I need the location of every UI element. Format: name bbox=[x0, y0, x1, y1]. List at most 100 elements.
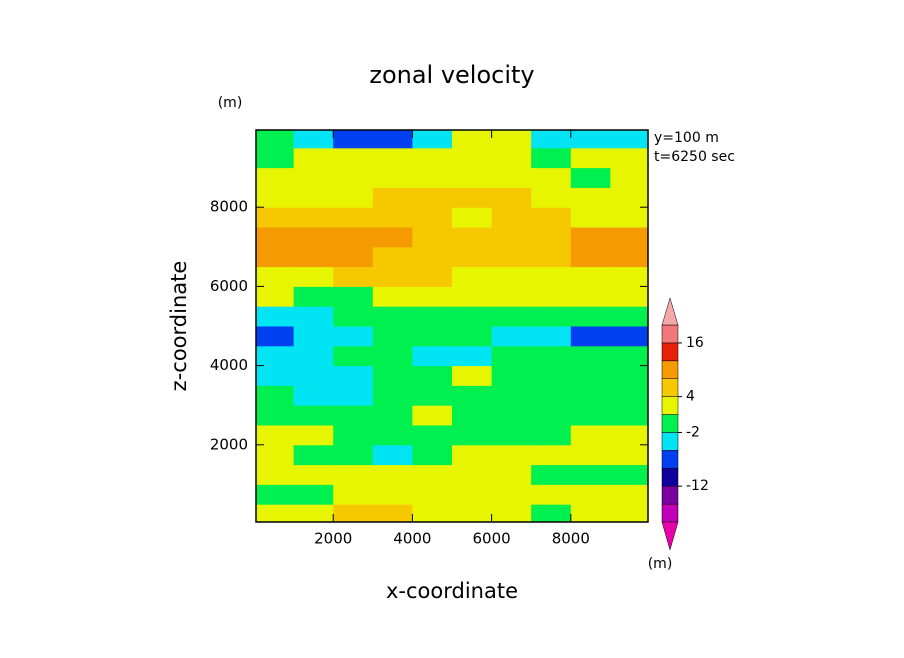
contour-cell bbox=[570, 147, 611, 169]
contour-cell bbox=[412, 266, 453, 287]
contour-cell bbox=[372, 405, 413, 426]
contour-cell bbox=[372, 147, 413, 169]
y-tick-label: 2000 bbox=[210, 435, 248, 453]
colorbar-box bbox=[661, 324, 679, 344]
x-axis-label: x-coordinate bbox=[386, 579, 518, 603]
contour-cell bbox=[570, 286, 611, 307]
contour-cell bbox=[491, 207, 532, 228]
chart-title: zonal velocity bbox=[369, 61, 534, 89]
x-tick-label: 4000 bbox=[393, 530, 431, 548]
contour-cell bbox=[256, 207, 295, 228]
contour-cell bbox=[452, 385, 493, 406]
contour-cell bbox=[570, 266, 611, 287]
contour-cell bbox=[256, 424, 295, 446]
contour-cell bbox=[531, 484, 572, 505]
contour-cell bbox=[412, 424, 453, 446]
contour-cell bbox=[452, 504, 493, 522]
contour-cell bbox=[610, 405, 648, 426]
contour-cell bbox=[491, 167, 532, 188]
contour-cell bbox=[452, 130, 493, 149]
contour-cell bbox=[372, 326, 413, 347]
contour-cell bbox=[531, 444, 572, 466]
contour-cell bbox=[452, 227, 493, 248]
contour-cell bbox=[293, 130, 334, 149]
contour-cell bbox=[610, 385, 648, 406]
contour-cell bbox=[610, 147, 648, 169]
contour-cell bbox=[372, 207, 413, 228]
contour-cell bbox=[333, 130, 374, 149]
contour-cell bbox=[531, 345, 572, 367]
contour-cell bbox=[372, 464, 413, 485]
contour-cell bbox=[256, 187, 295, 208]
colorbar-box bbox=[661, 414, 679, 433]
contour-cell bbox=[293, 484, 334, 505]
contour-cell bbox=[452, 326, 493, 347]
y-tick-label: 4000 bbox=[210, 356, 248, 374]
contour-cell bbox=[452, 286, 493, 307]
contour-cell bbox=[293, 365, 334, 386]
colorbar-box bbox=[661, 360, 679, 379]
contour-cell bbox=[491, 246, 532, 268]
contour-cell bbox=[452, 167, 493, 188]
contour-cell bbox=[372, 306, 413, 327]
contour-cell bbox=[452, 424, 493, 446]
contour-cell bbox=[570, 464, 611, 485]
contour-cell bbox=[256, 365, 295, 386]
contour-cell bbox=[412, 286, 453, 307]
contour-cell bbox=[293, 464, 334, 485]
contour-cell bbox=[256, 405, 295, 426]
contour-cell bbox=[610, 365, 648, 386]
contour-cell bbox=[570, 484, 611, 505]
x-tick-label: 8000 bbox=[552, 530, 590, 548]
contour-cell bbox=[293, 326, 334, 347]
contour-cell bbox=[412, 167, 453, 188]
colorbar-box bbox=[661, 503, 679, 523]
contour-cell bbox=[333, 326, 374, 347]
contour-cell bbox=[412, 187, 453, 208]
contour-cell bbox=[452, 207, 493, 228]
y-unit: (m) bbox=[218, 95, 243, 111]
contour-cell bbox=[570, 345, 611, 367]
contour-cell bbox=[256, 444, 295, 466]
contour-cell bbox=[570, 227, 611, 248]
contour-cell bbox=[570, 187, 611, 208]
contour-cell bbox=[412, 227, 453, 248]
contour-cell bbox=[452, 187, 493, 208]
contour-cell bbox=[256, 484, 295, 505]
contour-cell bbox=[452, 246, 493, 268]
contour-cell bbox=[452, 266, 493, 287]
contour-cell bbox=[293, 147, 334, 169]
contour-cell bbox=[610, 266, 648, 287]
contour-cell bbox=[256, 227, 295, 248]
x-tick-label: 6000 bbox=[473, 530, 511, 548]
contour-cell bbox=[256, 504, 295, 522]
contour-cell bbox=[256, 147, 295, 169]
colorbar-extend bbox=[661, 521, 679, 551]
annotation: y=100 m bbox=[654, 130, 719, 146]
contour-cell bbox=[412, 405, 453, 426]
contour-cell bbox=[256, 464, 295, 485]
contour-cell bbox=[256, 266, 295, 287]
contour-cell bbox=[412, 365, 453, 386]
contour-cell bbox=[256, 326, 295, 347]
contour-cell bbox=[531, 167, 572, 188]
contour-cell bbox=[531, 424, 572, 446]
contour-cell bbox=[333, 286, 374, 307]
contour-cell bbox=[452, 306, 493, 327]
contour-cell bbox=[333, 187, 374, 208]
colorbar-tick-label: -2 bbox=[686, 424, 700, 440]
contour-cell bbox=[412, 147, 453, 169]
plot-frame bbox=[255, 129, 649, 523]
x-tick-label: 2000 bbox=[314, 530, 352, 548]
contour-cell bbox=[610, 484, 648, 505]
contour-cell bbox=[256, 385, 295, 406]
contour-cell bbox=[491, 286, 532, 307]
contour-cell bbox=[333, 345, 374, 367]
contour-cell bbox=[293, 227, 334, 248]
contour-cell bbox=[570, 207, 611, 228]
contour-cell bbox=[333, 306, 374, 327]
contour-cell bbox=[570, 246, 611, 268]
contour-cell bbox=[372, 484, 413, 505]
contour-cell bbox=[372, 286, 413, 307]
